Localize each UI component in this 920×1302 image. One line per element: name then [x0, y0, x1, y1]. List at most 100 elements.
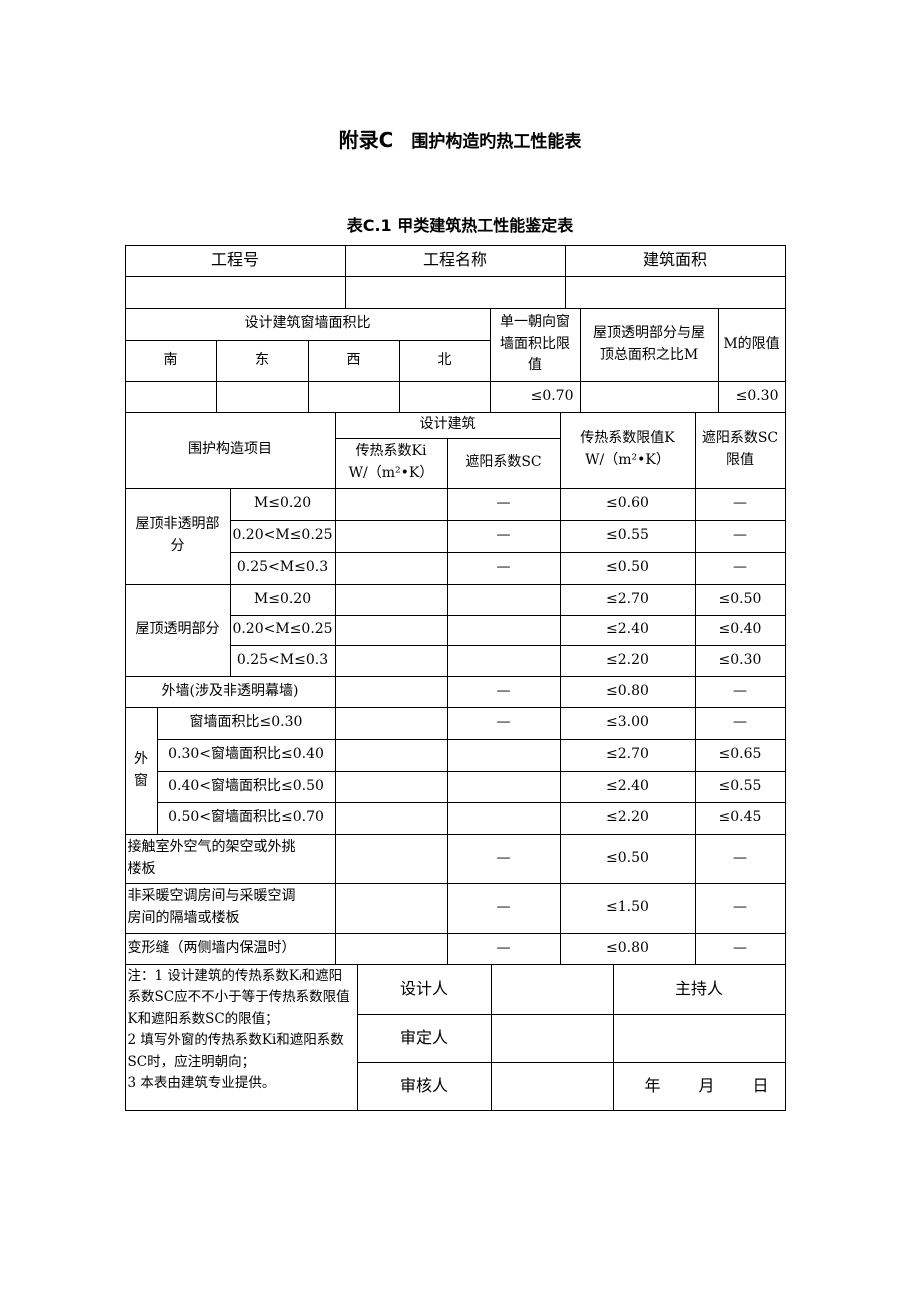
- row-sc-limit: —: [694, 833, 786, 884]
- reviewer-value: [490, 1061, 614, 1111]
- single-orientation-limit: ≤0.70: [489, 380, 581, 413]
- project-name-value: [344, 275, 566, 309]
- row-item: 接触室外空气的架空或外挑 楼板: [124, 833, 336, 884]
- direction-0: 南: [124, 339, 217, 382]
- row-sc-limit: —: [694, 551, 786, 585]
- direction-3: 北: [398, 339, 491, 382]
- row-ki: [334, 882, 448, 934]
- host-value: [612, 1013, 786, 1063]
- row-k-limit: ≤0.80: [559, 675, 696, 708]
- direction-value: [215, 380, 309, 413]
- designer-label: 设计人: [356, 963, 492, 1015]
- row-k-limit: ≤2.40: [559, 614, 696, 646]
- row-sc: [446, 614, 561, 646]
- direction-1: 东: [215, 339, 309, 382]
- column-sc: 遮阳系数SC: [446, 437, 561, 489]
- row-sc-limit: ≤0.55: [694, 770, 786, 803]
- row-ki: [334, 770, 448, 803]
- area-value: [564, 275, 786, 309]
- row-k-limit: ≤0.50: [559, 833, 696, 884]
- row-item: 0.20<M≤0.25: [229, 519, 336, 553]
- direction-2: 西: [307, 339, 400, 382]
- row-sc-limit: —: [694, 882, 786, 934]
- row-ki: [334, 519, 448, 553]
- row-k-limit: ≤0.55: [559, 519, 696, 553]
- header-project-name: 工程名称: [344, 244, 566, 277]
- approver-value: [490, 1013, 614, 1063]
- roof-ratio-value: [579, 380, 719, 413]
- row-sc: —: [446, 551, 561, 585]
- date-day: 日: [752, 1075, 769, 1095]
- group-roof-transparent: 屋顶透明部分: [124, 583, 231, 677]
- row-item: 非采暖空调房间与采暖空调 房间的隔墙或楼板: [124, 882, 336, 934]
- approver-label: 审定人: [356, 1013, 492, 1063]
- column-item: 围护构造项目: [124, 411, 336, 489]
- row-item: 0.40<窗墙面积比≤0.50: [156, 770, 336, 803]
- row-item: 0.30<窗墙面积比≤0.40: [156, 738, 336, 772]
- row-item: 窗墙面积比≤0.30: [156, 706, 336, 740]
- column-ki: 传热系数Ki W/（m²•K）: [334, 437, 448, 489]
- row-k-limit: ≤2.20: [559, 644, 696, 677]
- row-sc: —: [446, 487, 561, 521]
- row-ki: [334, 487, 448, 521]
- row-item: 0.25<M≤0.3: [229, 551, 336, 585]
- row-sc-limit: —: [694, 932, 786, 965]
- date-month: 月: [698, 1075, 715, 1095]
- footer-note: 注：1 设计建筑的传热系数Kᵢ和遮阳系数SC应不不小于等于传热系数限值K和遮阳系…: [124, 963, 358, 1111]
- row-sc-limit: ≤0.30: [694, 644, 786, 677]
- row-sc-limit: —: [694, 519, 786, 553]
- row-sc-limit: ≤0.50: [694, 583, 786, 616]
- column-design: 设计建筑: [334, 411, 561, 439]
- header-project-no: 工程号: [124, 244, 346, 277]
- row-k-limit: ≤3.00: [559, 706, 696, 740]
- row-sc-limit: ≤0.45: [694, 801, 786, 835]
- row-k-limit: ≤0.50: [559, 551, 696, 585]
- date-year: 年: [644, 1075, 661, 1095]
- row-sc-limit: —: [694, 675, 786, 708]
- row-item: M≤0.20: [229, 583, 336, 616]
- table-title: 表C.1 甲类建筑热工性能鉴定表: [346, 216, 574, 235]
- row-k-limit: ≤2.40: [559, 770, 696, 803]
- group-roof-opaque: 屋顶非透明部 分: [124, 487, 231, 585]
- row-k-limit: ≤1.50: [559, 882, 696, 934]
- appendix-heading: 围护构造旳热工性能表: [411, 132, 582, 152]
- row-sc-limit: ≤0.40: [694, 614, 786, 646]
- row-ki: [334, 614, 448, 646]
- row-sc: [446, 644, 561, 677]
- row-sc: [446, 770, 561, 803]
- row-k-limit: ≤2.70: [559, 738, 696, 772]
- row-ki: [334, 833, 448, 884]
- row-ki: [334, 932, 448, 965]
- row-k-limit: ≤0.60: [559, 487, 696, 521]
- designer-value: [490, 963, 614, 1015]
- row-ki: [334, 801, 448, 835]
- row-sc: —: [446, 675, 561, 708]
- appendix-title: 附录C 围护构造旳热工性能表: [0, 124, 920, 153]
- row-sc: [446, 583, 561, 616]
- group-window: 外 窗: [124, 706, 158, 835]
- row-sc: —: [446, 932, 561, 965]
- direction-value: [124, 380, 217, 413]
- row-item: 0.20<M≤0.25: [229, 614, 336, 646]
- row-ki: [334, 675, 448, 708]
- row-k-limit: ≤0.80: [559, 932, 696, 965]
- appendix-label: 附录C: [338, 128, 394, 152]
- row-ki: [334, 706, 448, 740]
- row-sc-limit: ≤0.65: [694, 738, 786, 772]
- row-sc: [446, 801, 561, 835]
- window-ratio-label: 设计建筑窗墙面积比: [124, 307, 491, 341]
- row-sc-limit: —: [694, 487, 786, 521]
- m-limit-label: M的限值: [717, 307, 786, 382]
- row-item: 0.25<M≤0.3: [229, 644, 336, 677]
- project-no-value: [124, 275, 346, 309]
- host-label: 主持人: [612, 963, 786, 1015]
- row-sc: —: [446, 519, 561, 553]
- direction-value: [307, 380, 400, 413]
- row-k-limit: ≤2.70: [559, 583, 696, 616]
- roof-ratio-label: 屋顶透明部分与屋 顶总面积之比M: [579, 307, 719, 382]
- row-item: 变形缝（两侧墙内保温时）: [124, 932, 336, 965]
- row-ki: [334, 551, 448, 585]
- row-ki: [334, 583, 448, 616]
- row-item: M≤0.20: [229, 487, 336, 521]
- row-ki: [334, 738, 448, 772]
